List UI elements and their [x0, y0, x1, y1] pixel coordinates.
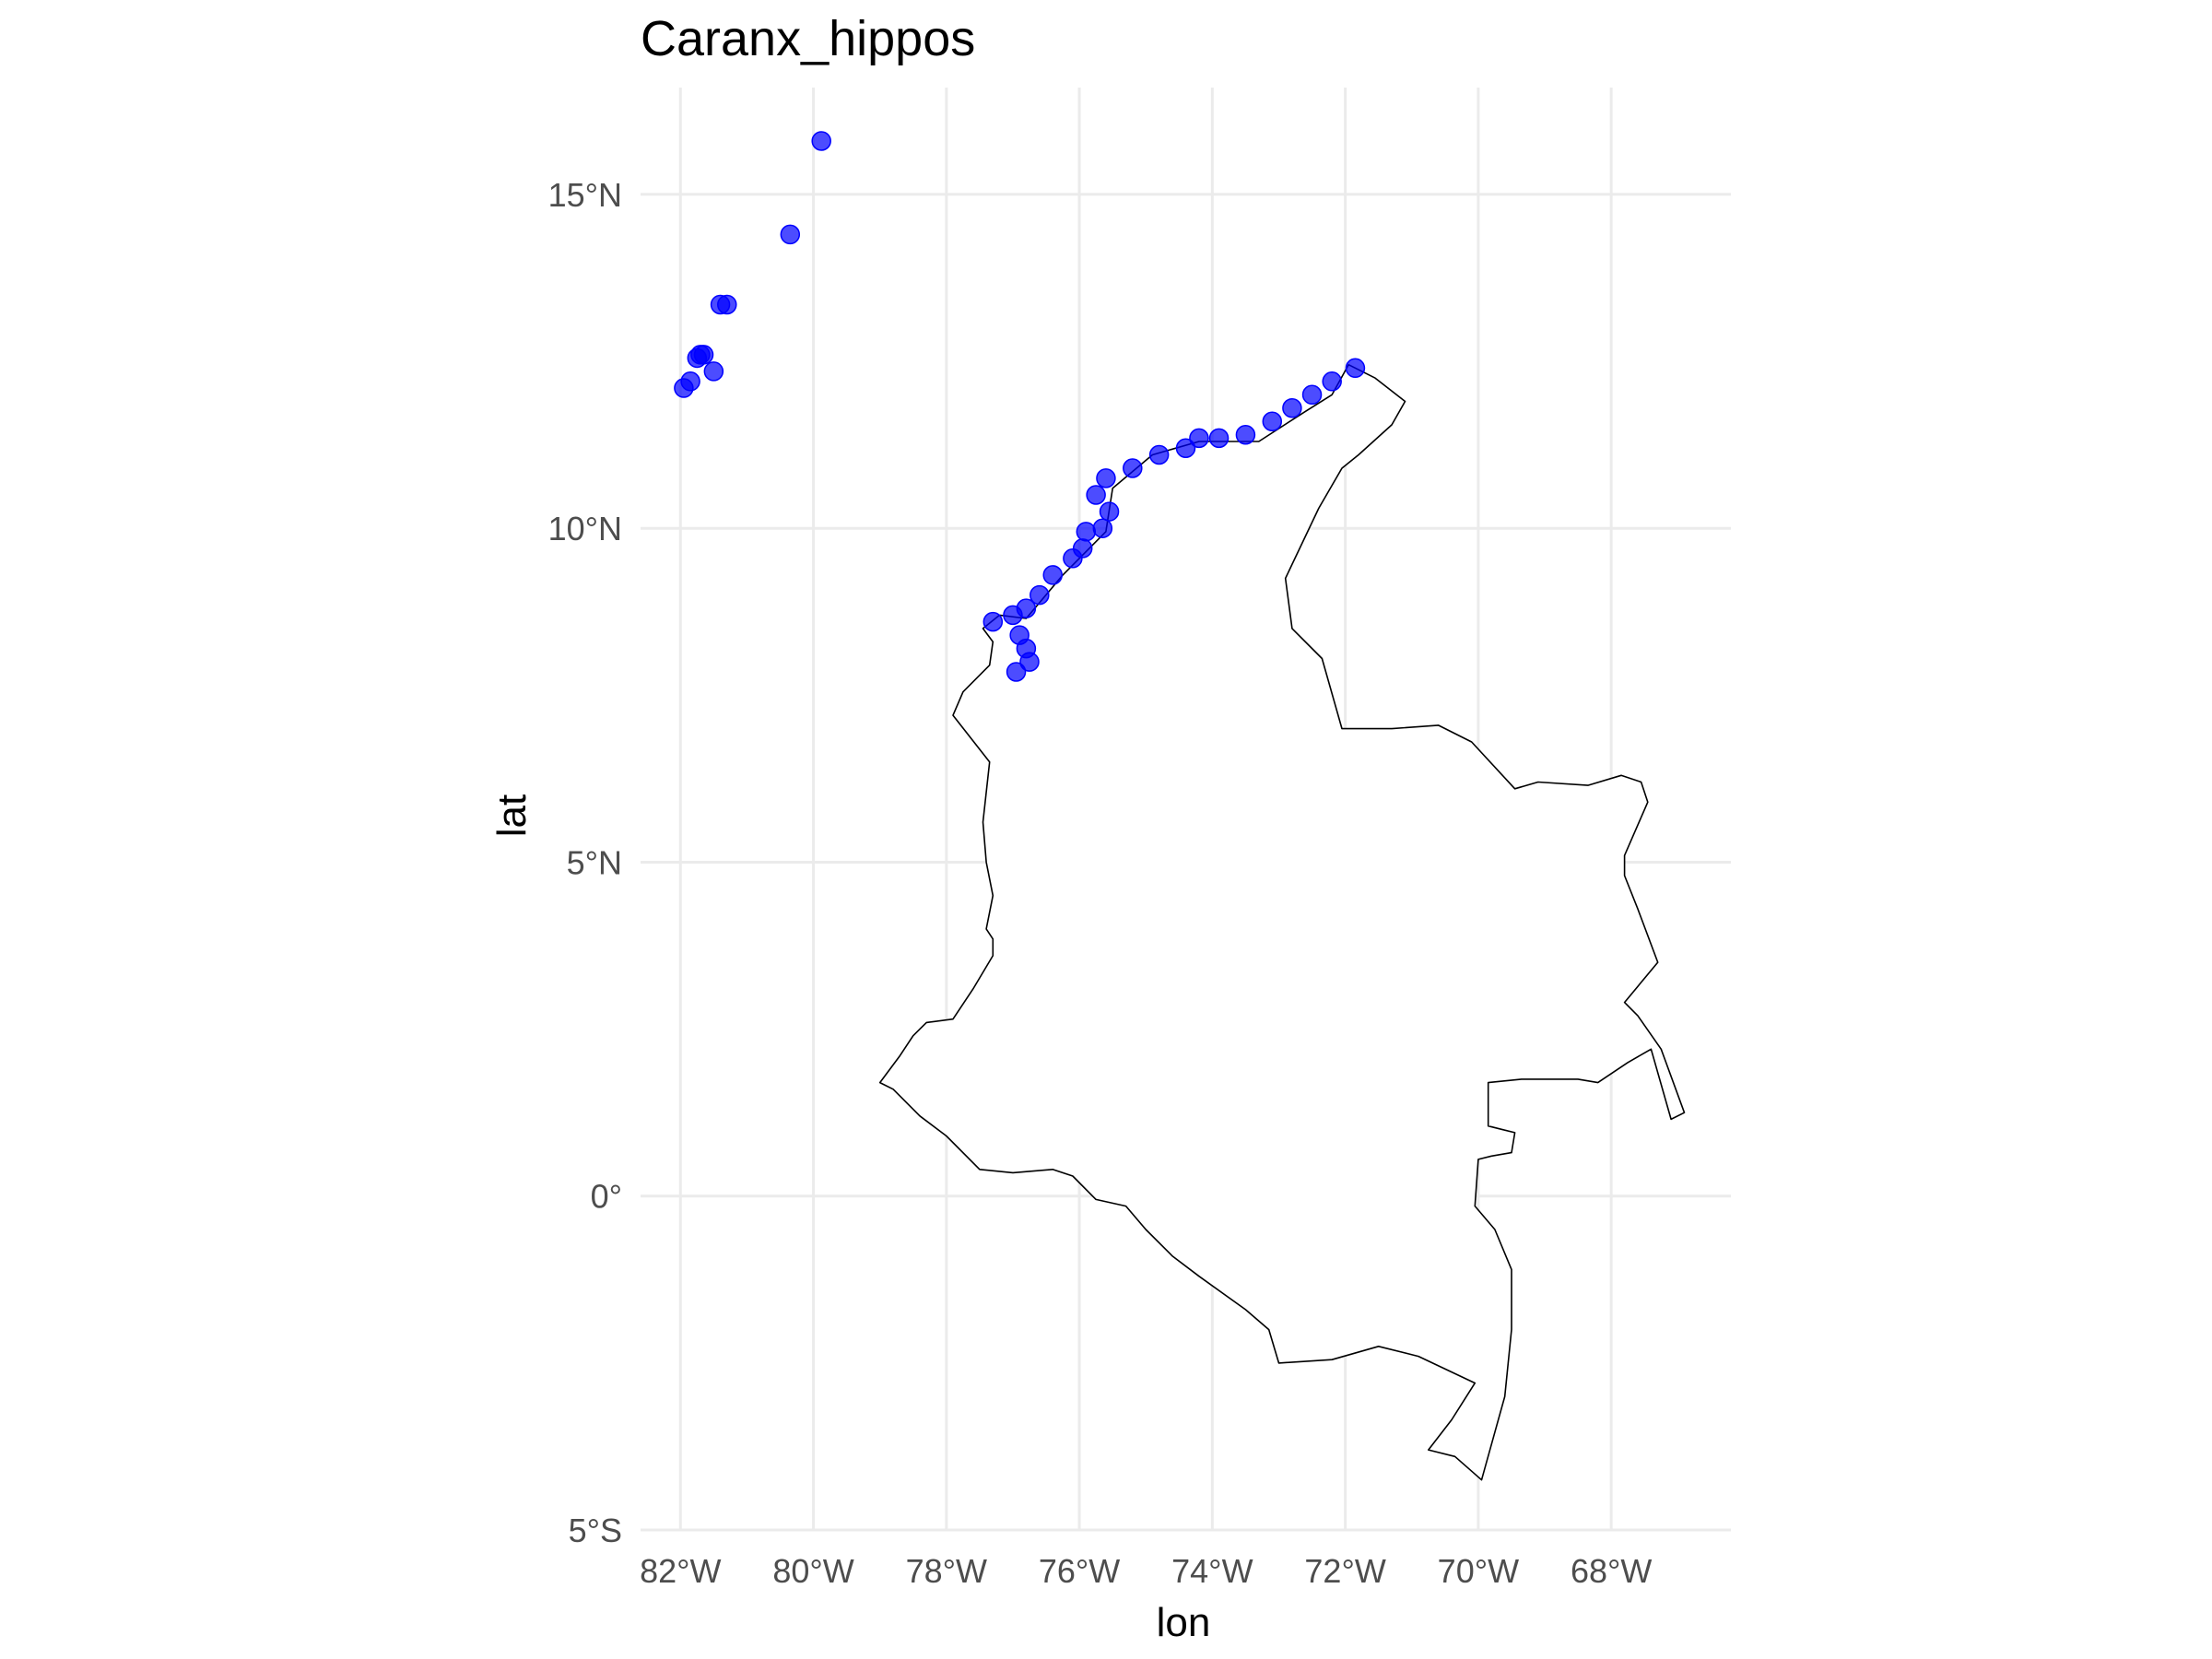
x-axis-ticks: 82°W 80°W 78°W 76°W 74°W 72°W 70°W 68°W	[640, 1552, 1652, 1590]
x-axis-title: lon	[1157, 1600, 1211, 1645]
x-tick-label: 82°W	[640, 1552, 721, 1590]
occurrence-point	[710, 294, 731, 315]
y-tick-label: 5°N	[567, 843, 622, 881]
occurrence-point	[1123, 458, 1143, 478]
x-tick-label: 74°W	[1171, 1552, 1253, 1590]
x-tick-label: 80°W	[772, 1552, 853, 1590]
occurrence-point	[1208, 428, 1230, 449]
occurrence-point	[1086, 485, 1106, 505]
occurrence-point	[1006, 662, 1027, 682]
x-tick-label: 78°W	[906, 1552, 987, 1590]
x-tick-label: 76°W	[1039, 1552, 1120, 1590]
occurrence-point	[1019, 652, 1040, 672]
y-tick-label: 10°N	[548, 510, 622, 547]
occurrence-point	[1099, 501, 1120, 522]
occurrence-point	[1096, 468, 1116, 488]
occurrence-point	[1322, 371, 1342, 392]
occurrence-point	[982, 611, 1004, 632]
occurrence-point	[1262, 411, 1283, 432]
occurrence-point	[1042, 565, 1063, 585]
occurrence-point	[703, 361, 724, 382]
occurrence-point	[1345, 358, 1366, 379]
x-tick-label: 70°W	[1438, 1552, 1519, 1590]
occurrence-point	[1235, 425, 1256, 445]
y-tick-label: 0°	[591, 1178, 622, 1216]
occurrence-point	[674, 378, 694, 398]
x-tick-label: 72°W	[1304, 1552, 1385, 1590]
occurrence-point	[1189, 428, 1209, 449]
y-tick-label: 5°S	[569, 1512, 622, 1549]
occurrence-point	[1092, 518, 1113, 538]
chart-title: Caranx_hippos	[641, 11, 975, 66]
occurrence-point	[1030, 584, 1050, 606]
occurrence-point	[1076, 522, 1097, 542]
occurrence-point	[1282, 398, 1302, 418]
occurrence-point	[1003, 605, 1023, 626]
x-tick-label: 68°W	[1571, 1552, 1652, 1590]
country-outline	[878, 363, 1686, 1481]
occurrence-point	[693, 345, 714, 365]
y-tick-label: 15°N	[548, 176, 622, 214]
occurrence-point	[1063, 548, 1083, 569]
occurrence-point	[1175, 438, 1196, 458]
y-axis-title: lat	[489, 794, 535, 837]
occurrence-point	[1301, 384, 1323, 406]
occurrence-point	[811, 131, 831, 151]
y-axis-ticks: 15°N 10°N 5°N 0° 5°S	[548, 176, 622, 1549]
occurrence-point	[780, 224, 801, 245]
occurrence-point	[1148, 444, 1170, 465]
occurrence-points	[674, 131, 1366, 682]
